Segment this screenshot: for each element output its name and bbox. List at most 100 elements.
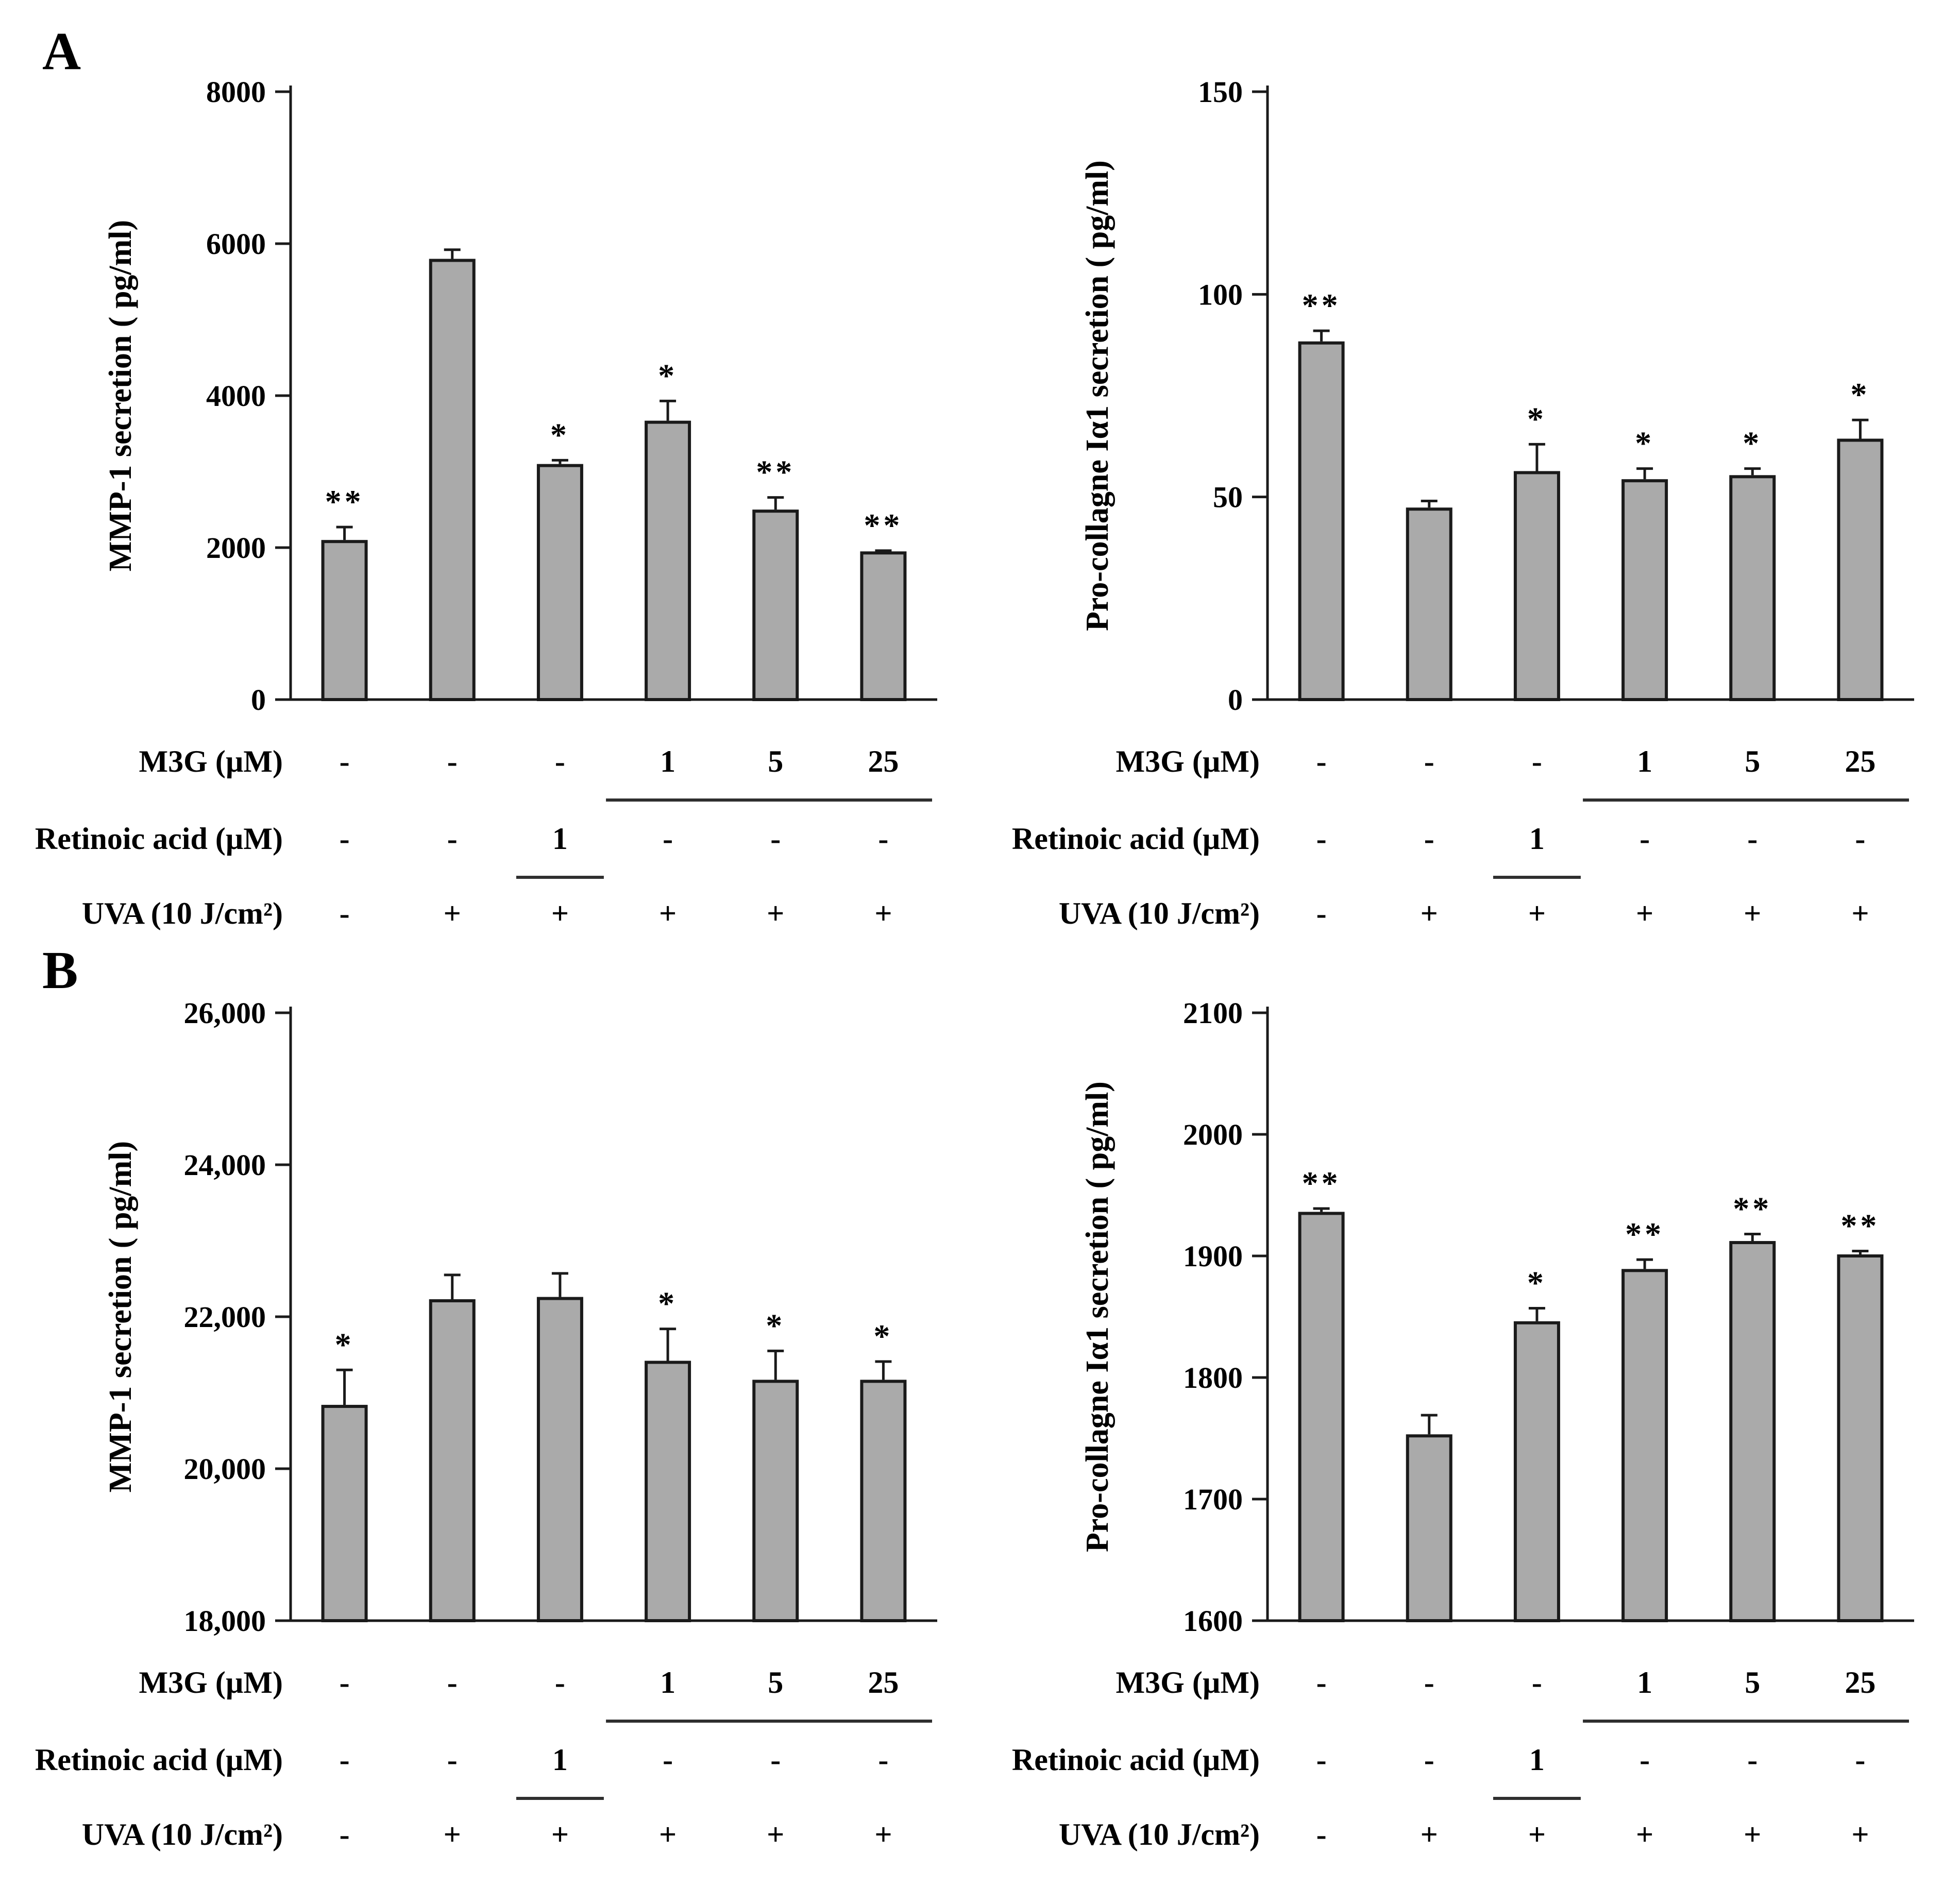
condition-value: -	[340, 1817, 350, 1851]
condition-value: -	[1316, 896, 1327, 930]
y-tick-label: 6000	[206, 227, 266, 261]
y-axis-title: Pro-collagne Iα1 secretion ( pg/ml)	[1080, 1081, 1115, 1552]
condition-value: 5	[768, 744, 783, 778]
condition-value: 5	[1745, 1665, 1760, 1699]
y-tick-label: 0	[251, 683, 266, 717]
condition-value: -	[447, 1743, 458, 1777]
condition-value: 1	[1637, 744, 1652, 778]
condition-value: +	[1851, 896, 1869, 930]
bar	[1621, 1269, 1668, 1622]
bar	[1513, 471, 1560, 701]
bar	[1513, 1321, 1560, 1622]
bar	[536, 464, 583, 701]
condition-value: 25	[1845, 744, 1875, 778]
condition-value: -	[878, 1743, 888, 1777]
condition-row-label: UVA (10 J/cm²)	[82, 896, 283, 930]
condition-value: -	[340, 896, 350, 930]
condition-value: -	[878, 822, 888, 856]
condition-value: 5	[768, 1665, 783, 1699]
condition-value: -	[447, 822, 458, 856]
y-tick-label: 8000	[206, 75, 266, 109]
condition-value: -	[1532, 1665, 1542, 1699]
condition-value: +	[551, 1817, 569, 1851]
condition-value: 25	[868, 1665, 899, 1699]
significance-label: *	[766, 1307, 785, 1344]
y-tick-label: 22,000	[184, 1300, 266, 1334]
y-tick-label: 26,000	[184, 996, 266, 1030]
condition-value: -	[1747, 1743, 1758, 1777]
condition-value: -	[1424, 822, 1434, 856]
condition-value: -	[1747, 822, 1758, 856]
y-axis-title: Pro-collagne Iα1 secretion ( pg/ml)	[1080, 160, 1115, 631]
condition-value: +	[1528, 1817, 1546, 1851]
bar	[860, 1380, 907, 1622]
significance-label: *	[1635, 425, 1654, 462]
condition-value: 25	[868, 744, 899, 778]
y-tick-label: 150	[1198, 75, 1243, 109]
bar-chart-svg: 0 2000 4000 6000 8000 MMP-1 secretion ( pg/ml…	[35, 75, 937, 930]
significance-label: **	[1302, 287, 1341, 324]
bar	[321, 540, 368, 701]
condition-value: 1	[660, 1665, 675, 1699]
condition-value: +	[1636, 1817, 1653, 1851]
condition-row-label: M3G (µM)	[139, 744, 283, 778]
significance-label: **	[756, 454, 795, 490]
bar	[1406, 507, 1452, 701]
condition-value: +	[551, 896, 569, 930]
condition-value: -	[1424, 1743, 1434, 1777]
y-tick-label: 20,000	[184, 1452, 266, 1486]
chart-panel-a-mmp1-secretion: 0 2000 4000 6000 8000 MMP-1 secretion ( pg/ml…	[2, 41, 981, 963]
condition-value: -	[1316, 744, 1327, 778]
y-tick-label: 2000	[206, 531, 266, 565]
condition-value: -	[340, 744, 350, 778]
bar	[752, 509, 799, 701]
significance-label: **	[864, 507, 903, 543]
condition-value: -	[447, 744, 458, 778]
significance-label: **	[325, 483, 364, 520]
condition-value: +	[1851, 1817, 1869, 1851]
condition-row-label: M3G (µM)	[1116, 744, 1260, 778]
condition-row-label: M3G (µM)	[1116, 1665, 1260, 1699]
condition-value: +	[1744, 896, 1761, 930]
condition-row-label: Retinoic acid (µM)	[35, 822, 283, 856]
condition-value: -	[555, 744, 565, 778]
y-tick-label: 2000	[1183, 1118, 1243, 1151]
chart-panel-b-procollagen-secretion: 1600 1700 1800 1900 2000 2100 Pro-collagne Iα1…	[979, 962, 1958, 1884]
y-tick-label: 24,000	[184, 1148, 266, 1182]
condition-value: +	[874, 896, 892, 930]
condition-value: -	[770, 1743, 781, 1777]
y-tick-label: 2100	[1183, 996, 1243, 1030]
condition-value: +	[874, 1817, 892, 1851]
condition-value: -	[1855, 1743, 1865, 1777]
bar	[860, 551, 907, 701]
condition-value: -	[663, 1743, 673, 1777]
condition-value: 1	[1529, 1743, 1545, 1777]
condition-row-label: UVA (10 J/cm²)	[1059, 896, 1260, 930]
significance-label: *	[1527, 1264, 1547, 1301]
condition-value: +	[1421, 1817, 1438, 1851]
condition-value: +	[659, 1817, 677, 1851]
condition-value: -	[447, 1665, 458, 1699]
condition-value: +	[444, 896, 461, 930]
condition-value: -	[1424, 1665, 1434, 1699]
condition-value: -	[340, 1743, 350, 1777]
condition-value: -	[1424, 744, 1434, 778]
condition-value: 25	[1845, 1665, 1875, 1699]
bar	[1298, 341, 1345, 701]
y-tick-label: 4000	[206, 379, 266, 413]
bar-chart-svg: 1600 1700 1800 1900 2000 2100 Pro-collagne Iα1…	[1012, 996, 1914, 1851]
y-tick-label: 1800	[1183, 1361, 1243, 1395]
condition-value: -	[1316, 1817, 1327, 1851]
condition-value: +	[1744, 1817, 1761, 1851]
condition-value: -	[1640, 822, 1650, 856]
y-tick-label: 1700	[1183, 1483, 1243, 1516]
significance-label: **	[1625, 1216, 1664, 1252]
condition-value: +	[1421, 896, 1438, 930]
significance-label: *	[1527, 400, 1547, 437]
condition-value: 1	[660, 744, 675, 778]
condition-row-label: Retinoic acid (µM)	[1012, 1743, 1260, 1777]
y-tick-label: 1600	[1183, 1604, 1243, 1638]
condition-value: +	[659, 896, 677, 930]
condition-value: +	[767, 896, 784, 930]
